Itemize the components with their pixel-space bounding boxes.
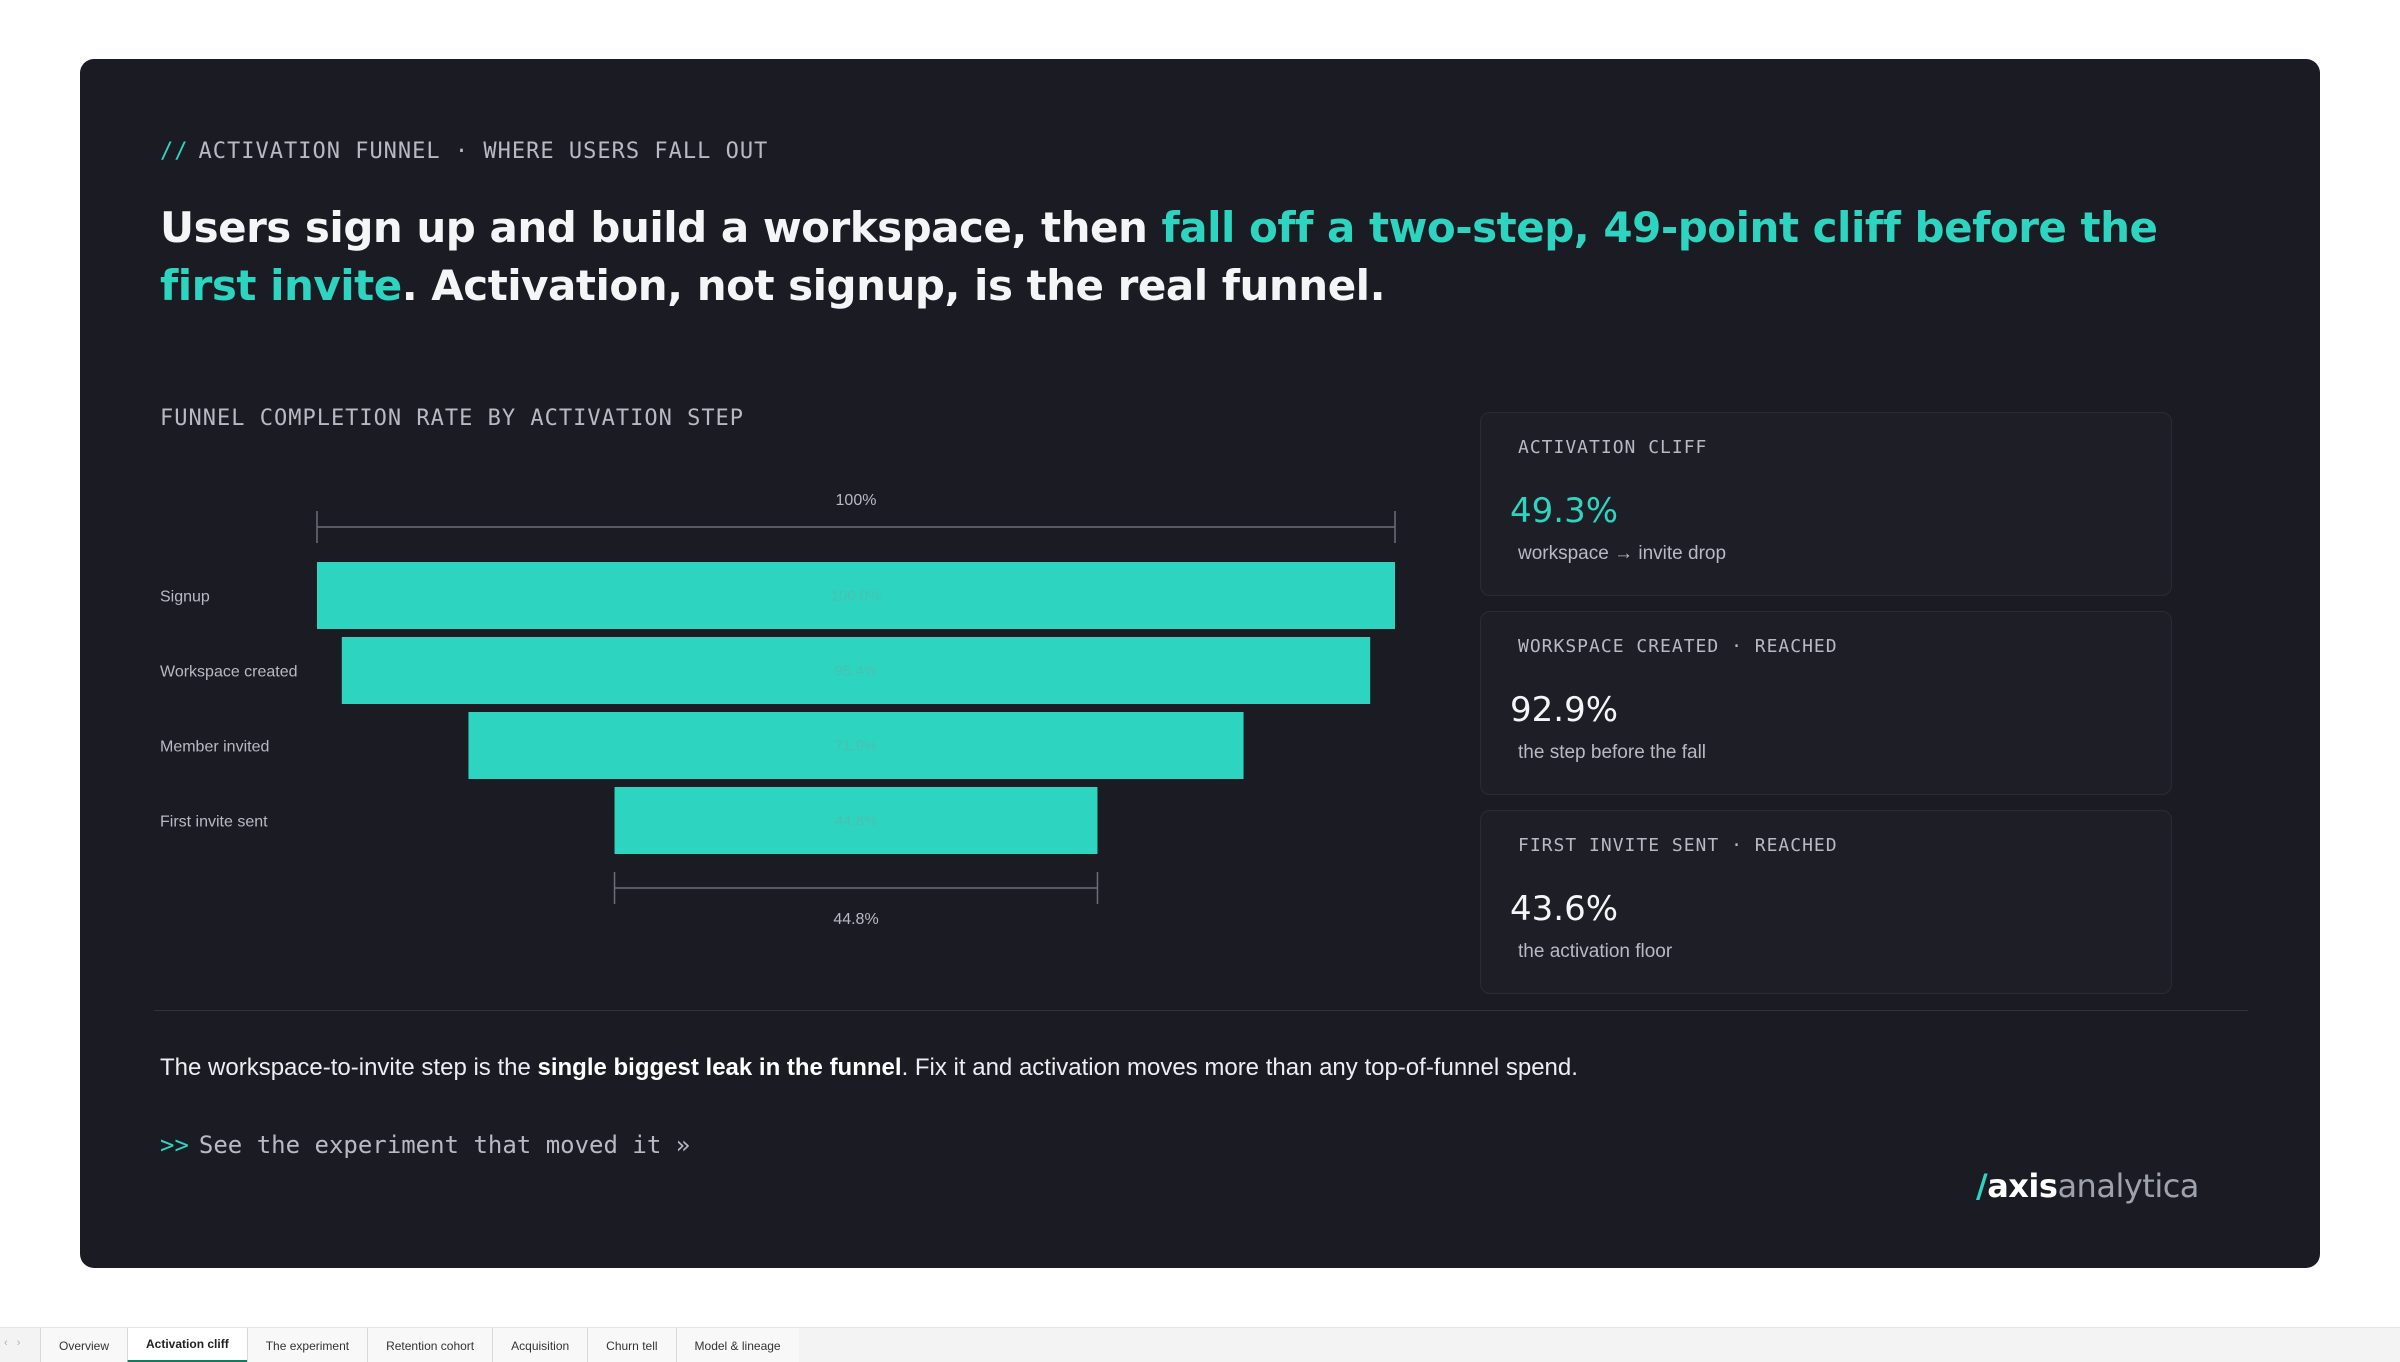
funnel-bar-value-label: 44.8% [835,813,878,830]
bottom-bracket-label: 44.8% [833,911,878,928]
eyebrow-slashes: // [160,139,189,164]
logo-light: analytica [2057,1167,2199,1205]
funnel-step-label: First invite sent [160,814,268,831]
funnel-bar [468,712,1244,779]
funnel-step-label: Member invited [160,739,269,756]
tab-overview[interactable]: Overview [40,1328,128,1362]
takeaway-part2: . Fix it and activation moves more than … [901,1054,1578,1081]
eyebrow-text: ACTIVATION FUNNEL · WHERE USERS FALL OUT [198,139,769,164]
tab-the-experiment[interactable]: The experiment [246,1328,368,1362]
eyebrow: // ACTIVATION FUNNEL · WHERE USERS FALL O… [160,139,768,164]
headline-accent: fall off a two-step, 49-point cliff befo… [160,203,2158,310]
kpi-label: ACTIVATION CLIFF [1518,437,1708,458]
chart-title: FUNNEL COMPLETION RATE BY ACTIVATION STE… [160,406,745,431]
headline: Users sign up and build a workspace, the… [160,199,2220,315]
chevron-right-icon: >> [160,1131,189,1159]
tab-acquisition[interactable]: Acquisition [492,1328,588,1362]
kpi-card-activation-cliff: ACTIVATION CLIFF 49.3% workspace → invit… [1480,412,2172,596]
funnel-step-label: Workspace created [160,664,298,681]
funnel-step-label: Signup [160,589,210,606]
brand-logo: /axisanalytica [1976,1167,2199,1205]
logo-slash: / [1976,1167,1988,1205]
top-bracket-label: 100% [836,492,877,509]
kpi-subtext: the step before the fall [1518,742,1707,763]
takeaway-text: The workspace-to-invite step is the sing… [160,1054,1578,1082]
slide-canvas: // ACTIVATION FUNNEL · WHERE USERS FALL O… [80,59,2320,1268]
sheet-tabs: Overview Activation cliff The experiment Re… [40,1328,799,1362]
tab-activation-cliff[interactable]: Activation cliff [127,1328,247,1362]
funnel-bar-value-label: 95.4% [835,663,878,680]
sheet-tab-bar: ‹ › Overview Activation cliff The experime… [0,1327,2400,1362]
experiment-link[interactable]: >> See the experiment that moved it » [160,1131,690,1159]
tab-scroll-arrows-icon[interactable]: ‹ › [4,1337,24,1349]
kpi-subtext: workspace → invite drop [1518,543,1727,564]
tab-churn-tell[interactable]: Churn tell [587,1328,676,1362]
funnel-chart: 100% 100.0% Signup 95.4% Workspace created 71… [160,492,1396,928]
tab-model-lineage[interactable]: Model & lineage [675,1328,799,1362]
kpi-value: 43.6% [1510,889,1619,929]
funnel-bar [614,787,1098,854]
kpi-label: WORKSPACE CREATED · REACHED [1518,636,1838,657]
divider [154,1010,2248,1011]
kpi-subtext: the activation floor [1518,941,1673,962]
experiment-link-label: See the experiment that moved it » [198,1131,691,1159]
takeaway-bold: single biggest leak in the funnel [537,1054,902,1081]
kpi-label: FIRST INVITE SENT · REACHED [1518,835,1838,856]
tab-retention-cohort[interactable]: Retention cohort [367,1328,493,1362]
funnel-bar-value-label: 100.0% [831,588,882,605]
funnel-bar [341,637,1371,704]
kpi-value: 49.3% [1510,491,1619,531]
kpi-card-workspace-created: WORKSPACE CREATED · REACHED 92.9% the st… [1480,611,2172,795]
takeaway-part1: The workspace-to-invite step is the [160,1054,538,1081]
kpi-value: 92.9% [1510,690,1619,730]
logo-bold: axis [1987,1167,2058,1205]
headline-part2: . Activation, not signup, is the real fu… [401,261,1386,310]
funnel-bar [317,562,1395,629]
kpi-card-first-invite-sent: FIRST INVITE SENT · REACHED 43.6% the ac… [1480,810,2172,994]
headline-part1: Users sign up and build a workspace, the… [160,203,1162,252]
funnel-bar-value-label: 71.9% [835,738,878,755]
